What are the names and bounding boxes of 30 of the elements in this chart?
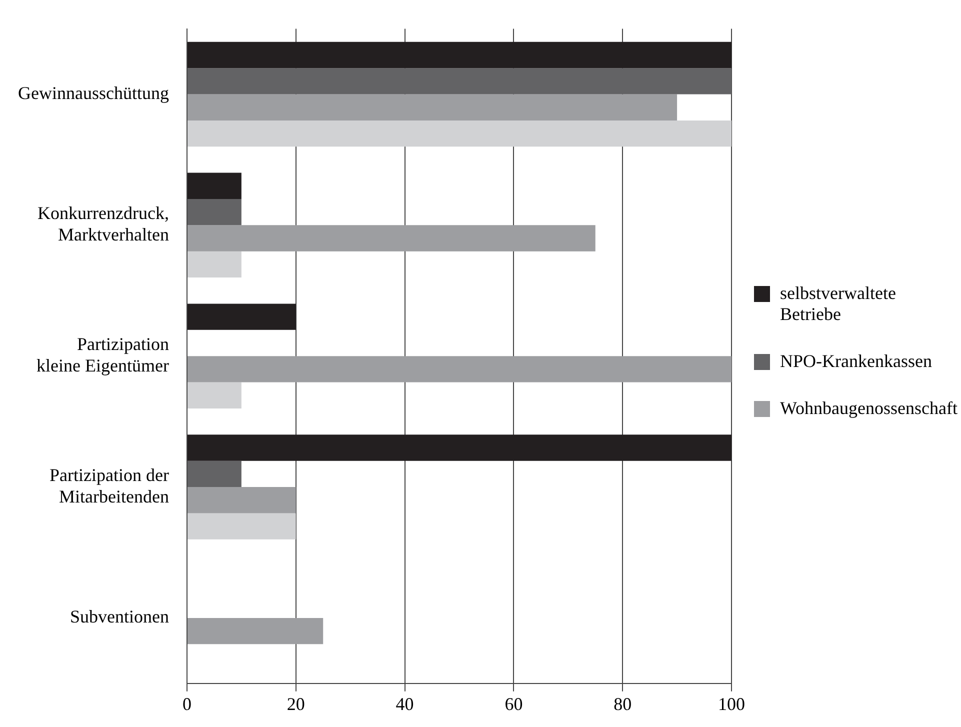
y-tick-label: Partizipation der Mitarbeitenden [50,464,169,507]
bar [187,356,732,382]
bar [187,460,242,488]
bar [187,42,732,68]
legend-label: selbstverwaltete Betriebe [780,282,897,324]
y-tick-label: Gewinnausschüttung [18,82,169,103]
bar [187,94,678,120]
bar [187,172,242,199]
legend-label: NPO-Krankenkassen [780,350,933,372]
x-tick-label: 80 [614,694,632,714]
legend-label: Wohnbaugenossenschaft [780,398,958,418]
bar [187,513,296,540]
bar [187,198,242,226]
bar [187,487,296,514]
bar [187,120,732,147]
bar [187,251,242,278]
bar [187,68,732,94]
bar [187,434,732,461]
y-tick-label: Partizipation kleine Eigentümer [36,334,169,376]
x-tick-label: 20 [286,694,305,714]
bar [187,382,242,408]
x-tick-label: 60 [504,694,523,714]
y-tick-label: Konkurrenzdruck, Marktverhalten [38,203,169,245]
x-tick-label: 0 [182,694,192,714]
bar [187,618,324,644]
bar [187,304,296,330]
x-tick-label: 100 [718,694,745,714]
y-tick-label: Subventionen [70,606,169,627]
x-tick-label: 40 [396,694,414,714]
bar [187,225,596,252]
